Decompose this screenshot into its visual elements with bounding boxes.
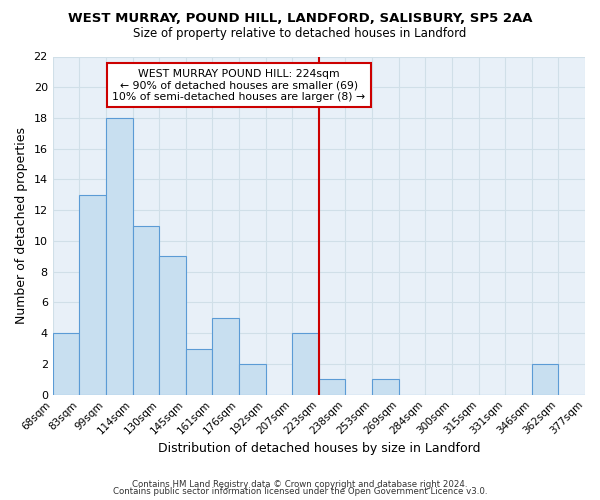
Bar (186, 348, 212, 395)
Bar (292, 333, 319, 394)
Bar (159, 256, 186, 394)
Bar (372, 380, 398, 394)
Text: Contains HM Land Registry data © Crown copyright and database right 2024.: Contains HM Land Registry data © Crown c… (132, 480, 468, 489)
Bar (212, 318, 239, 394)
Text: WEST MURRAY, POUND HILL, LANDFORD, SALISBURY, SP5 2AA: WEST MURRAY, POUND HILL, LANDFORD, SALIS… (68, 12, 532, 26)
Bar (532, 364, 559, 394)
Text: WEST MURRAY POUND HILL: 224sqm
← 90% of detached houses are smaller (69)
10% of : WEST MURRAY POUND HILL: 224sqm ← 90% of … (112, 69, 365, 102)
Bar (319, 380, 346, 394)
Bar (79, 195, 106, 394)
Text: Contains public sector information licensed under the Open Government Licence v3: Contains public sector information licen… (113, 488, 487, 496)
Bar (133, 226, 159, 394)
Text: Size of property relative to detached houses in Landford: Size of property relative to detached ho… (133, 28, 467, 40)
Bar (239, 364, 266, 394)
Bar (53, 333, 79, 394)
X-axis label: Distribution of detached houses by size in Landford: Distribution of detached houses by size … (158, 442, 480, 455)
Y-axis label: Number of detached properties: Number of detached properties (15, 127, 28, 324)
Bar (106, 118, 133, 394)
